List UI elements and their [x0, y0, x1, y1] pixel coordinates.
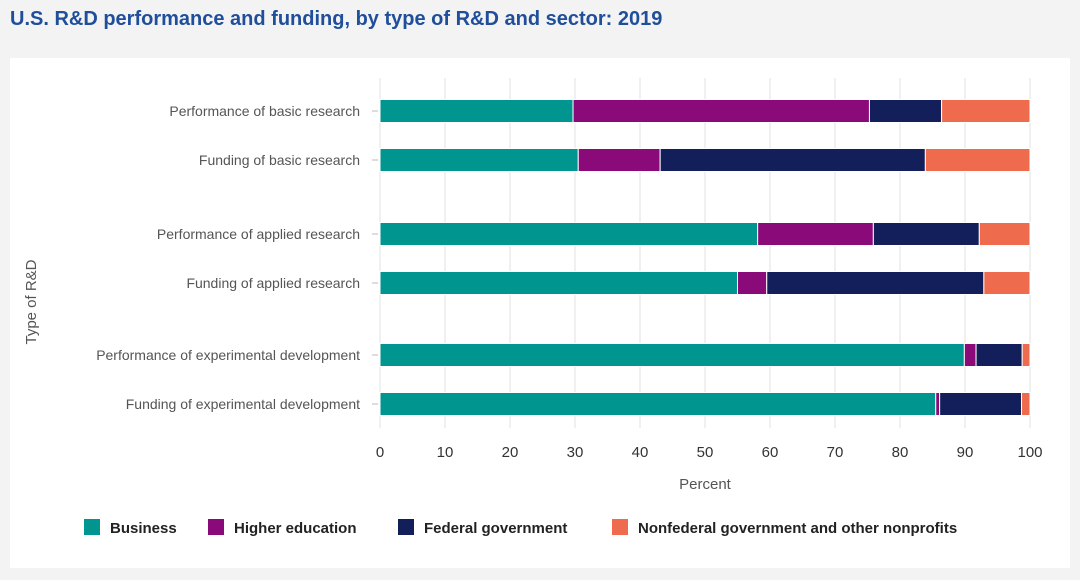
legend-swatch — [398, 519, 414, 535]
bar-segment[interactable] — [379, 148, 579, 172]
bar-segment[interactable] — [659, 148, 926, 172]
category-label: Performance of experimental development — [96, 347, 360, 363]
x-tick-labels: 0 10 20 30 40 50 60 70 80 90 100 — [376, 444, 1043, 461]
bar-segment[interactable] — [975, 343, 1023, 367]
bar-segment[interactable] — [1021, 392, 1031, 416]
bar-segment[interactable] — [577, 148, 661, 172]
category-label: Funding of applied research — [186, 275, 360, 291]
bar-segment[interactable] — [757, 222, 874, 246]
x-tick-label: 50 — [697, 444, 714, 461]
x-tick-label: 100 — [1017, 444, 1042, 461]
bar-segment[interactable] — [978, 222, 1031, 246]
y-axis-title: Type of R&D — [23, 259, 40, 344]
x-axis-title: Percent — [679, 476, 732, 493]
bar-segment[interactable] — [379, 222, 759, 246]
x-tick-label: 70 — [827, 444, 844, 461]
x-tick-label: 0 — [376, 444, 384, 461]
x-tick-label: 30 — [567, 444, 584, 461]
bars — [379, 99, 1031, 416]
bar-segment[interactable] — [1021, 343, 1031, 367]
bar-segment[interactable] — [939, 392, 1023, 416]
grid-lines — [379, 78, 1031, 428]
bar-segment[interactable] — [963, 343, 977, 367]
category-label: Funding of experimental development — [126, 396, 360, 412]
category-label: Performance of basic research — [169, 103, 360, 119]
chart-title: U.S. R&D performance and funding, by typ… — [10, 8, 663, 30]
bar-segment[interactable] — [941, 99, 1031, 123]
category-labels: Performance of basic research Funding of … — [96, 103, 378, 412]
legend-label[interactable]: Higher education — [234, 520, 357, 537]
bar-segment[interactable] — [379, 99, 574, 123]
chart-panel: Performance of basic research Funding of … — [10, 58, 1070, 568]
bar-segment[interactable] — [766, 271, 985, 295]
x-tick-label: 40 — [632, 444, 649, 461]
x-tick-label: 60 — [762, 444, 779, 461]
stacked-bar-chart: Performance of basic research Funding of … — [23, 78, 1043, 537]
bar-segment[interactable] — [868, 99, 943, 123]
legend-label[interactable]: Nonfederal government and other nonprofi… — [638, 520, 957, 537]
bar-segment[interactable] — [379, 343, 965, 367]
bar-segment[interactable] — [379, 392, 937, 416]
x-tick-label: 80 — [892, 444, 909, 461]
bar-segment[interactable] — [872, 222, 980, 246]
bar-segment[interactable] — [935, 392, 941, 416]
legend-label[interactable]: Federal government — [424, 520, 567, 537]
category-label: Performance of applied research — [157, 226, 360, 242]
x-tick-label: 90 — [957, 444, 974, 461]
legend-swatch — [612, 519, 628, 535]
legend-swatch — [208, 519, 224, 535]
bar-segment[interactable] — [572, 99, 870, 123]
bar-segment[interactable] — [737, 271, 768, 295]
bar-segment[interactable] — [924, 148, 1031, 172]
legend: Business Higher education Federal governme… — [84, 519, 957, 537]
bar-segment[interactable] — [379, 271, 738, 295]
legend-label[interactable]: Business — [110, 520, 177, 537]
x-tick-label: 20 — [502, 444, 519, 461]
x-tick-label: 10 — [437, 444, 454, 461]
category-label: Funding of basic research — [199, 152, 360, 168]
legend-swatch — [84, 519, 100, 535]
bar-segment[interactable] — [983, 271, 1031, 295]
